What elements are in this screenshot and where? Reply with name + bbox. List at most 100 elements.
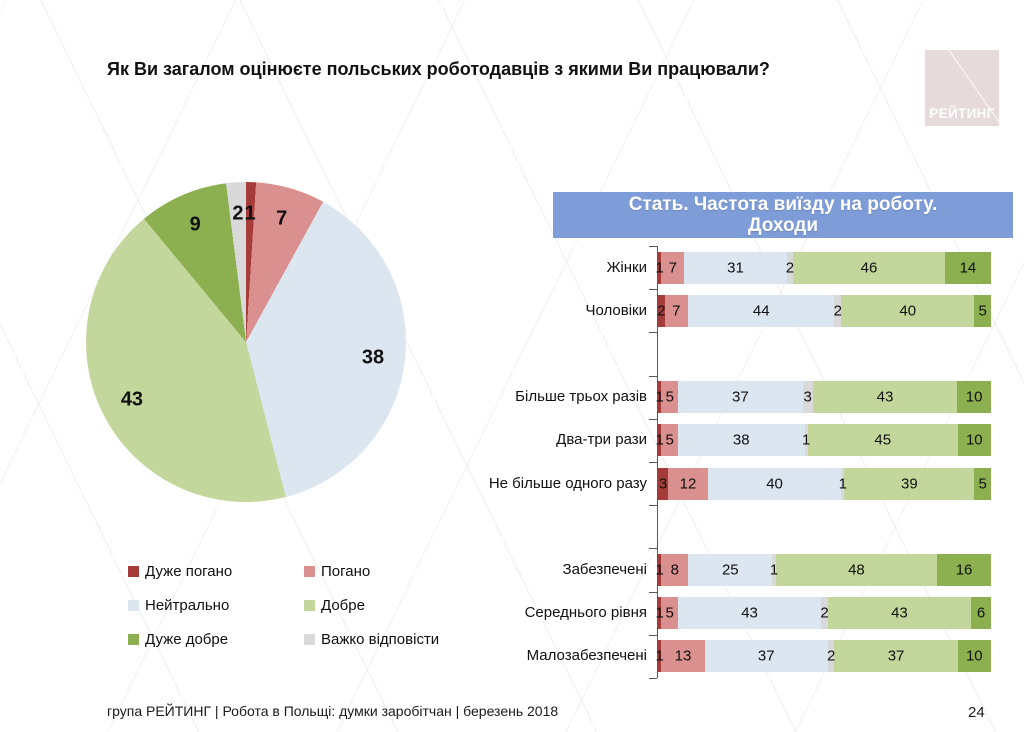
legend-item: Погано [304,563,518,580]
bar-segment-value: 5 [665,388,674,406]
very_good-swatch [128,634,139,645]
bar-segment-value: 43 [876,388,894,406]
bar-segment-value: 6 [976,604,986,622]
bar-segment-very_bad: 1 [655,640,664,673]
bar-row-label: Чоловіки [585,301,647,319]
bar-segment-value: 2 [833,302,842,320]
bar-segment-hard_to_say: 2 [827,640,835,673]
bar-segment-very_good: 16 [937,554,991,586]
axis-tick [649,289,657,291]
legend-label: Добре [321,597,365,614]
bar-segment-neutral: 31 [684,251,787,284]
bar-segment-very_bad: 2 [657,294,666,327]
bar-segment-value: 44 [752,302,770,320]
bar-segment-very_good: 5 [974,294,991,327]
bar-segment-value: 46 [860,259,878,277]
bar-segment-good: 43 [812,381,958,414]
bar-row: 1 5 38 1 45 10 [655,424,991,457]
bar-segment-good: 39 [844,467,975,500]
axis-tick [649,246,657,247]
pie-slice-value: 1 [244,202,256,225]
bar-segment-very_bad: 1 [655,381,664,414]
bar-segment-value: 16 [955,561,973,579]
bar-segment-value: 7 [672,302,681,320]
bar-segment-hard_to_say: 2 [833,294,842,327]
bar-segment-neutral: 37 [678,381,803,414]
hard_to_say-swatch [304,634,315,645]
bar-segment-value: 5 [665,431,674,449]
bar-segment-value: 10 [965,431,983,449]
bar-segment-value: 7 [668,259,677,277]
bar-segment-value: 1 [769,561,779,579]
bar-segment-value: 25 [721,561,739,579]
bar-segment-hard_to_say: 1 [802,424,810,457]
bar-segment-very_bad: 1 [655,424,664,457]
legend-label: Важко відповісти [321,631,440,648]
axis-tick [649,505,657,507]
legend-item: Дуже добре [128,631,304,648]
bar-segment-neutral: 44 [687,294,835,327]
bar-segment-value: 10 [965,647,983,665]
bar-segment-hard_to_say: 3 [802,381,813,414]
bar-segment-value: 40 [766,475,783,493]
bar-segment-very_bad: 1 [655,251,664,284]
bar-segment-very_good: 6 [971,597,991,630]
bar-row-label: Середнього рівня [524,604,647,622]
axis-tick [649,634,657,636]
bar-segment-very_bad: 1 [655,597,664,630]
bar-row-label: Більше трьох разів [515,388,647,406]
logo-text: РЕЙТИНГ [929,106,995,121]
legend-item: Нейтрально [128,597,304,614]
bar-segment-value: 14 [959,259,977,277]
bar-segment-value: 10 [965,388,983,406]
bar-segment-good: 48 [775,554,938,586]
axis-tick [649,332,657,334]
bar-row-label: Жінки [606,258,647,276]
bar-segment-value: 37 [887,647,905,665]
legend-label: Погано [321,563,371,580]
pie-slice-value: 7 [276,207,288,230]
bar-segment-neutral: 43 [677,597,822,630]
bar-row: 1 8 25 1 48 16 [655,554,991,586]
bar-segment-value: 40 [899,302,917,320]
bar-segment-value: 1 [655,561,664,579]
bar-segment-good: 45 [807,424,958,457]
bar-segment-value: 1 [655,259,664,277]
bar-segment-value: 39 [901,475,918,493]
bar-row-label: Забезпечені [562,561,647,578]
axis-tick [649,548,657,550]
bar-segment-value: 43 [891,604,908,622]
bar-segment-bad: 12 [667,467,708,500]
axis-tick [649,418,657,420]
bar-segment-good: 43 [827,597,971,630]
bar-segment-value: 5 [978,302,987,320]
bar-segment-neutral: 38 [677,424,805,457]
pie-slice-value: 43 [120,388,144,411]
bar-segment-value: 31 [727,259,744,277]
bar-segment-value: 1 [655,604,664,622]
bar-segment-value: 43 [741,604,758,622]
legend-item: Важко відповісти [304,631,518,648]
legend-label: Нейтрально [145,597,230,614]
pie-slice-value: 38 [361,346,385,369]
bar-segment-value: 1 [655,647,664,665]
section-header-line2: Доходи [747,215,819,236]
stacked-bar-chart: Жінки 1 7 31 2 46 14 Чоловіки 2 7 44 2 40 5 Більше трь… [489,246,991,679]
bar-segment-value: 3 [803,388,812,406]
section-header-line1: Стать. Частота виїзду на роботу. [628,194,938,215]
bar-segment-value: 3 [658,475,668,493]
neutral-swatch [128,600,139,611]
bar-segment-neutral: 40 [707,467,842,500]
bar-segment-value: 48 [848,561,865,579]
bar-segment-value: 8 [670,561,679,579]
bar-segment-very_good: 10 [957,381,991,414]
bar-segment-value: 1 [655,388,664,406]
bar-segment-very_good: 10 [957,424,991,457]
bar-segment-bad: 7 [661,251,685,284]
bar-segment-value: 1 [655,431,664,449]
section-header: Стать. Частота виїзду на роботу. Доходи [553,192,1013,238]
bar-segment-hard_to_say: 1 [839,467,847,500]
bar-segment-value: 5 [978,475,987,493]
bar-segment-bad: 5 [661,381,679,414]
bar-row: 1 5 37 3 43 10 [655,381,991,414]
